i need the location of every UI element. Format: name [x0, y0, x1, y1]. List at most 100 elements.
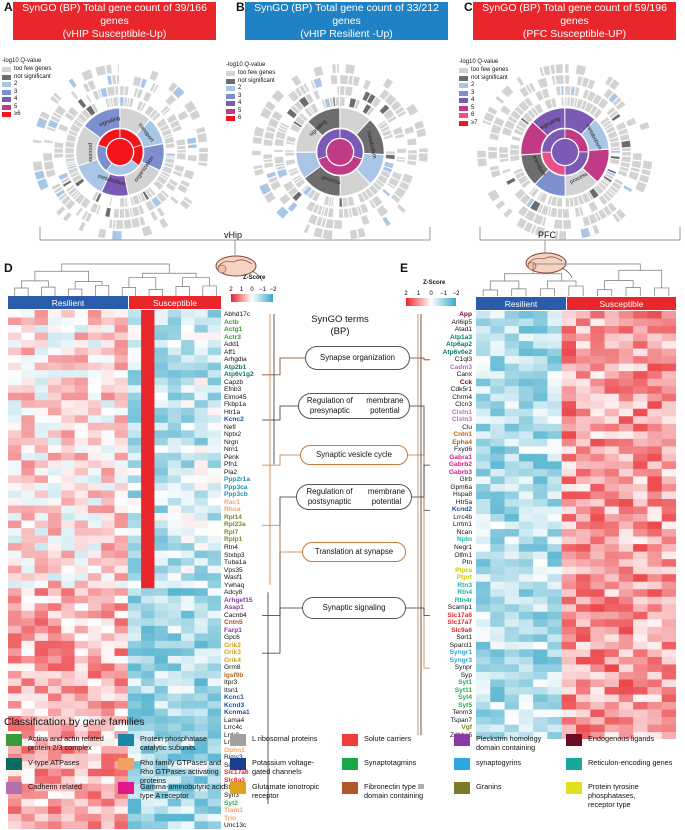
heatmap-cell — [562, 461, 577, 469]
heatmap-cell — [519, 341, 534, 349]
heatmap-cell — [476, 424, 491, 432]
heatmap-cell — [505, 371, 520, 379]
heatmap-cell — [476, 537, 491, 545]
heatmap-cell — [547, 499, 562, 507]
connector-line — [410, 406, 430, 510]
heatmap-cell — [590, 326, 605, 334]
heatmap-cell — [576, 469, 591, 477]
heatmap-cell — [547, 589, 562, 597]
heatmap-cell — [619, 491, 634, 499]
heatmap-cell — [605, 401, 620, 409]
gene-label: Ncan — [430, 529, 472, 537]
classification-item: L ribosomal proteins — [230, 734, 342, 746]
heatmap-cell — [519, 364, 534, 372]
classification-swatch — [454, 758, 470, 770]
heatmap-cell — [533, 356, 548, 364]
heatmap-cell — [647, 319, 662, 327]
heatmap-cell — [533, 364, 548, 372]
dendrogram-branch — [540, 289, 554, 296]
heatmap-cell — [519, 424, 534, 432]
heatmap-cell — [605, 619, 620, 627]
heatmap-cell — [533, 416, 548, 424]
gene-label: Tenm3 — [430, 709, 472, 717]
heatmap-cell — [48, 821, 62, 829]
heatmap-cell — [547, 597, 562, 605]
heatmap-cell — [647, 484, 662, 492]
heatmap-cell — [75, 814, 89, 822]
heatmap-cell — [490, 604, 505, 612]
heatmap-cell — [547, 454, 562, 462]
heatmap-cell — [519, 311, 534, 319]
classification-item: synaptogyrins — [454, 758, 566, 770]
heatmap-cell — [8, 814, 22, 822]
heatmap-cell — [519, 371, 534, 379]
heatmap-cell — [633, 687, 648, 695]
heatmap-cell — [476, 529, 491, 537]
heatmap-cell — [647, 627, 662, 635]
heatmap-cell — [590, 439, 605, 447]
heatmap-cell — [115, 821, 129, 829]
heatmap-cell — [647, 514, 662, 522]
heatmap-cell — [208, 821, 221, 829]
heatmap-cell — [490, 484, 505, 492]
heatmap-cell — [590, 604, 605, 612]
gene-label: Slc17a7 — [430, 619, 472, 627]
heatmap-cell — [61, 814, 75, 822]
heatmap-cell — [576, 424, 591, 432]
heatmap-cell — [633, 537, 648, 545]
heatmap-cell — [505, 634, 520, 642]
heatmap-cell — [88, 821, 102, 829]
heatmap-cell — [633, 710, 648, 718]
heatmap-cell — [533, 717, 548, 725]
heatmap-cell — [505, 664, 520, 672]
heatmap-cell — [562, 604, 577, 612]
heatmap-cell — [647, 634, 662, 642]
heatmap-cell — [619, 461, 634, 469]
heatmap-cell — [605, 416, 620, 424]
heatmap-cell — [533, 326, 548, 334]
heatmap-cell — [662, 589, 676, 597]
heatmap-cell — [633, 664, 648, 672]
gene-label: Ptpra — [430, 567, 472, 575]
heatmap-cell — [633, 394, 648, 402]
gene-label: Syt5 — [430, 702, 472, 710]
heatmap-cell — [576, 446, 591, 454]
heatmap-cell — [590, 664, 605, 672]
heatmap-cell — [662, 461, 676, 469]
heatmap-cell — [476, 544, 491, 552]
heatmap-cell — [547, 334, 562, 342]
classification-item: Reticulon-encoding genes — [566, 758, 678, 770]
heatmap-cell — [662, 529, 676, 537]
heatmap-cell — [633, 574, 648, 582]
heatmap-cell — [576, 672, 591, 680]
heatmap-cell — [490, 319, 505, 327]
heatmap-cell — [490, 371, 505, 379]
heatmap-cell — [605, 544, 620, 552]
heatmap-cell — [519, 334, 534, 342]
heatmap-cell — [562, 364, 577, 372]
heatmap-cell — [8, 821, 22, 829]
connector-line — [262, 455, 300, 465]
heatmap-cell — [647, 507, 662, 515]
heatmap-cell — [533, 552, 548, 560]
heatmap-cell — [662, 664, 676, 672]
heatmap-cell — [662, 364, 676, 372]
classification-label: Solute carriers — [364, 734, 411, 743]
heatmap-cell — [605, 597, 620, 605]
heatmap-cell — [519, 695, 534, 703]
heatmap-cell — [533, 619, 548, 627]
heatmap-cell — [590, 334, 605, 342]
heatmap-cell — [662, 679, 676, 687]
gene-label: Gabra1 — [430, 454, 472, 462]
heatmap-cell — [533, 604, 548, 612]
heatmap-cell — [562, 499, 577, 507]
heatmap-cell — [590, 401, 605, 409]
heatmap-cell — [662, 416, 676, 424]
heatmap-cell — [647, 687, 662, 695]
heatmap-cell — [647, 702, 662, 710]
heatmap-cell — [605, 507, 620, 515]
heatmap-cell — [476, 687, 491, 695]
heatmap-cell — [533, 695, 548, 703]
heatmap-cell — [662, 446, 676, 454]
heatmap-cell — [181, 806, 195, 814]
